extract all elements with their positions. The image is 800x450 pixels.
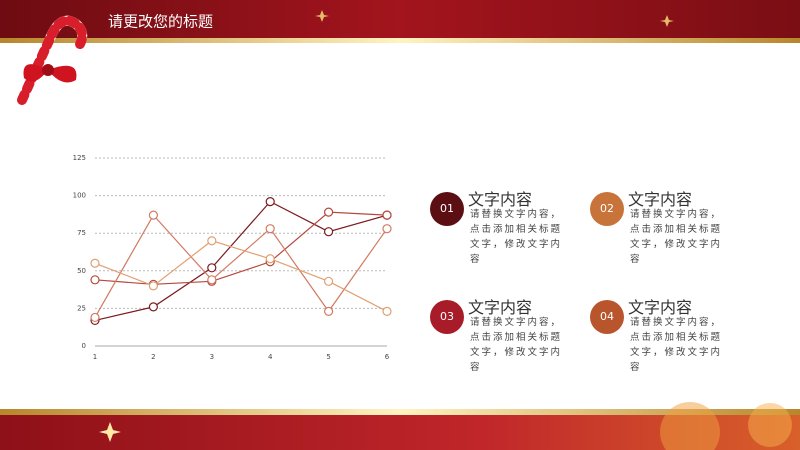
bokeh <box>660 402 720 450</box>
item-text: 请替换文字内容，点击添加相关标题文字，修改文字内容 <box>630 317 723 373</box>
star <box>99 422 121 442</box>
number-badge: 03 <box>430 300 464 334</box>
x-tick-label: 3 <box>210 353 214 361</box>
x-tick-label: 4 <box>268 353 273 361</box>
slide-title: 请更改您的标题 <box>108 13 213 31</box>
point <box>324 306 334 317</box>
y-tick-label: 0 <box>82 342 86 350</box>
item-title: 文字内容 <box>628 298 693 317</box>
item-text: 请替换文字内容，点击添加相关标题文字，修改文字内容 <box>630 209 723 265</box>
number-badge: 01 <box>430 192 464 226</box>
y-tick-label: 125 <box>73 154 86 162</box>
star <box>315 10 329 22</box>
point <box>324 207 334 217</box>
x-tick-label: 1 <box>93 353 97 361</box>
item-text: 请替换文字内容，点击添加相关标题文字，修改文字内容 <box>470 209 563 265</box>
x-tick-label: 5 <box>326 353 330 361</box>
x-tick-label: 2 <box>151 353 155 361</box>
y-tick-label: 100 <box>73 192 86 200</box>
item-text: 请替换文字内容，点击添加相关标题文字，修改文字内容 <box>470 317 563 373</box>
point <box>207 236 217 246</box>
point <box>148 210 158 220</box>
star <box>660 15 674 27</box>
series-line <box>94 211 388 285</box>
item-title: 文字内容 <box>468 190 533 209</box>
point <box>207 263 217 273</box>
info-item: 01 文字内容 请替换文字内容，点击添加相关标题文字，修改文字内容 <box>430 190 580 290</box>
point <box>324 227 334 237</box>
point <box>382 224 392 234</box>
y-tick-label: 25 <box>77 304 86 312</box>
header-gold <box>0 38 800 43</box>
info-item: 02 文字内容 请替换文字内容，点击添加相关标题文字，修改文字内容 <box>590 190 740 290</box>
point <box>324 276 334 286</box>
point <box>148 281 158 291</box>
series-line <box>94 214 388 318</box>
point <box>382 210 392 220</box>
series-line <box>94 200 388 322</box>
info-item: 03 文字内容 请替换文字内容，点击添加相关标题文字，修改文字内容 <box>430 298 580 398</box>
info-item: 04 文字内容 请替换文字内容，点击添加相关标题文字，修改文字内容 <box>590 298 740 398</box>
series-line <box>94 240 388 312</box>
item-title: 文字内容 <box>468 298 533 317</box>
point <box>90 258 100 268</box>
item-title: 文字内容 <box>628 190 693 209</box>
y-tick-label: 50 <box>77 267 86 275</box>
point <box>265 224 275 234</box>
number-badge: 02 <box>590 192 624 226</box>
point <box>265 254 275 264</box>
point <box>90 312 100 323</box>
footer-gold <box>0 409 800 415</box>
point <box>148 302 158 312</box>
point <box>265 197 275 207</box>
bokeh <box>748 403 792 447</box>
point <box>90 275 100 285</box>
point <box>207 275 217 285</box>
candy-cane <box>17 15 88 105</box>
number-badge: 04 <box>590 300 624 334</box>
x-tick-label: 6 <box>385 353 390 361</box>
y-tick-label: 75 <box>77 229 86 237</box>
point <box>382 306 392 317</box>
